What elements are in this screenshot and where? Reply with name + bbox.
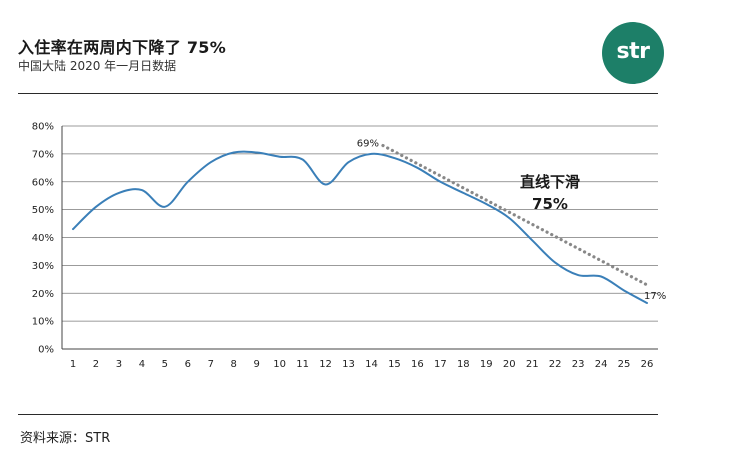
grid-layer: [62, 125, 658, 350]
source-note: 资料来源：STR: [20, 431, 111, 446]
x-tick-label: 17: [434, 359, 447, 370]
x-tick-label: 21: [526, 359, 539, 370]
axis-layer: 0%10%20%30%40%50%60%70%80%1 2 3 4 5 6 7 8 9 10 11 1…: [32, 122, 654, 371]
footer-divider: [18, 414, 658, 415]
page-title: 入住率在两周内下降了 75%: [18, 38, 227, 57]
x-tick-label: 23: [572, 359, 585, 370]
x-tick-label: 14: [365, 359, 378, 370]
x-tick-label: 6: [185, 359, 191, 370]
y-tick-label: 20%: [32, 289, 54, 300]
x-tick-label: 12: [319, 359, 332, 370]
x-tick-label: 25: [618, 359, 631, 370]
decline-trend-dotted-line: [381, 143, 649, 287]
str-logo: str: [602, 22, 664, 84]
x-tick-label: 9: [253, 359, 259, 370]
x-tick-label: 24: [595, 359, 608, 370]
x-tick-label: 7: [208, 359, 214, 370]
trend-start-label: 69%: [357, 139, 379, 150]
x-tick-label: 15: [388, 359, 401, 370]
page-subtitle: 中国大陆 2020 年一月日数据: [18, 59, 177, 73]
annotation-layer: 69% 17% 直线下滑 75%: [357, 139, 667, 302]
y-tick-label: 0%: [38, 345, 54, 356]
trend-layer: [381, 143, 649, 287]
x-tick-label: 11: [296, 359, 309, 370]
x-tick-label: 10: [273, 359, 286, 370]
y-tick-label: 40%: [32, 233, 54, 244]
x-tick-label: 3: [116, 359, 122, 370]
x-tick-label: 2: [93, 359, 99, 370]
y-tick-label: 60%: [32, 177, 54, 188]
x-tick-label: 18: [457, 359, 470, 370]
x-tick-label: 19: [480, 359, 493, 370]
x-tick-label: 1: [70, 359, 76, 370]
x-tick-label: 4: [139, 359, 145, 370]
y-tick-label: 10%: [32, 317, 54, 328]
y-tick-label: 70%: [32, 149, 54, 160]
x-tick-label: 22: [549, 359, 562, 370]
decline-annotation-title: 直线下滑: [520, 173, 580, 191]
occupancy-series-line: [72, 150, 648, 304]
x-tick-label: 8: [231, 359, 237, 370]
x-tick-label: 13: [342, 359, 355, 370]
header-divider: [18, 93, 658, 94]
decline-annotation-value: 75%: [532, 195, 568, 213]
x-tick-label: 16: [411, 359, 424, 370]
y-tick-label: 80%: [32, 122, 54, 133]
x-tick-label: 26: [641, 359, 654, 370]
y-tick-label: 50%: [32, 205, 54, 216]
series-layer: [72, 150, 648, 304]
trend-end-label: 17%: [644, 291, 666, 302]
x-tick-label: 5: [162, 359, 168, 370]
x-tick-label: 20: [503, 359, 516, 370]
y-tick-label: 30%: [32, 261, 54, 272]
